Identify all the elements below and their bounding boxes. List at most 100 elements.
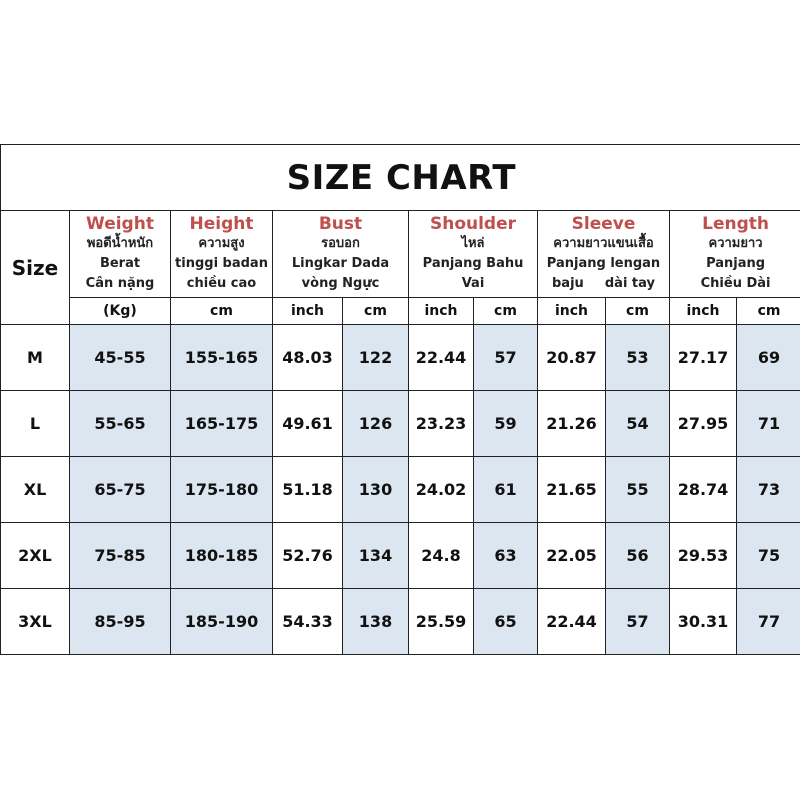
unit-label: cm (605, 297, 670, 325)
table-cell: 54.33 (272, 588, 343, 655)
table-cell: 51.18 (272, 456, 343, 523)
header-translation: chiều cao (186, 276, 257, 291)
size-label: XL (0, 456, 70, 523)
table-cell: 69 (735, 324, 800, 391)
table-cell: 53 (605, 324, 670, 391)
header-translation: tinggi badan (175, 256, 268, 271)
table-cell: 57 (473, 324, 538, 391)
table-cell: 165-175 (170, 390, 273, 457)
table-cell: 25.59 (408, 588, 474, 655)
size-label: 2XL (0, 522, 70, 589)
header-translation: Panjang Bahu (422, 256, 524, 271)
header-translation: Chiều Dài (700, 276, 771, 291)
header-translation: Cân nặng (85, 276, 155, 291)
table-cell: 45-55 (69, 324, 171, 391)
table-cell: 55-65 (69, 390, 171, 457)
header-translation: Panjang (706, 256, 766, 271)
table-cell: 57 (605, 588, 670, 655)
table-cell: 138 (342, 588, 409, 655)
table-row: XL 65-75 175-180 51.18 130 24.02 61 21.65 55 28.7… (0, 456, 800, 523)
header-label: Bust (318, 214, 363, 234)
table-cell: 22.05 (537, 522, 606, 589)
table-cell: 21.26 (537, 390, 606, 457)
table-row: 2XL 75-85 180-185 52.76 134 24.8 63 22.05 56 29.5… (0, 522, 800, 589)
header-bust: Bust รอบอก Lingkar Dada vòng Ngực (272, 210, 409, 298)
table-cell: 27.17 (669, 324, 737, 391)
table-row: 3XL 85-95 185-190 54.33 138 25.59 65 22.44 57 30.… (0, 588, 800, 655)
unit-label: inch (408, 297, 474, 325)
size-label: 3XL (0, 588, 70, 655)
unit-label: cm (735, 297, 800, 325)
header-translation: Panjang lengan (546, 256, 661, 271)
unit-label: cm (170, 297, 273, 325)
table-cell: 65 (473, 588, 538, 655)
header-translation: vòng Ngực (301, 276, 380, 291)
header-shoulder: Shoulder ไหล่ Panjang Bahu Vai (408, 210, 538, 298)
table-cell: 52.76 (272, 522, 343, 589)
header-label: Shoulder (429, 214, 517, 234)
header-translation: Lingkar Dada (291, 256, 390, 271)
table-cell: 20.87 (537, 324, 606, 391)
unit-label: inch (272, 297, 343, 325)
table-cell: 27.95 (669, 390, 737, 457)
table-cell: 71 (735, 390, 800, 457)
table-cell: 30.31 (669, 588, 737, 655)
size-header: Size (0, 210, 70, 325)
table-cell: 134 (342, 522, 409, 589)
table-cell: 63 (473, 522, 538, 589)
table-cell: 56 (605, 522, 670, 589)
unit-label: cm (342, 297, 409, 325)
header-label: Height (189, 214, 254, 234)
table-cell: 22.44 (408, 324, 474, 391)
header-translation: baju (552, 276, 584, 291)
header-translation: ไหล่ (461, 236, 485, 251)
table-cell: 126 (342, 390, 409, 457)
table-cell: 55 (605, 456, 670, 523)
table-cell: 65-75 (69, 456, 171, 523)
unit-label: (Kg) (69, 297, 171, 325)
size-label: L (0, 390, 70, 457)
header-label: Length (702, 214, 769, 234)
table-cell: 48.03 (272, 324, 343, 391)
table-cell: 54 (605, 390, 670, 457)
table-cell: 24.02 (408, 456, 474, 523)
chart-title: SIZE CHART (0, 144, 800, 211)
header-translation: พอดีน้ำหนัก (86, 236, 154, 251)
unit-label: cm (473, 297, 538, 325)
header-length: Length ความยาว Panjang Chiều Dài (668, 210, 800, 298)
table-cell: 185-190 (170, 588, 273, 655)
table-cell: 175-180 (170, 456, 273, 523)
header-translation: dài tay (604, 276, 655, 291)
table-cell: 85-95 (69, 588, 171, 655)
size-chart-table: SIZE CHART Size Weight พอดีน้ำหนัก Berat Câ… (0, 144, 800, 655)
table-cell: 77 (735, 588, 800, 655)
header-translation: ความยาวแขนเสื้อ (553, 236, 654, 251)
table-cell: 75 (735, 522, 800, 589)
table-cell: 180-185 (170, 522, 273, 589)
unit-label: inch (537, 297, 606, 325)
header-translation: Berat (99, 256, 141, 271)
table-cell: 28.74 (669, 456, 737, 523)
unit-label: inch (669, 297, 737, 325)
header-height: Height ความสูง tinggi badan chiều cao (170, 210, 273, 298)
table-cell: 130 (342, 456, 409, 523)
table-cell: 24.8 (408, 522, 474, 589)
table-cell: 73 (735, 456, 800, 523)
header-translation: Vai (461, 276, 485, 291)
table-cell: 59 (473, 390, 538, 457)
header-weight: Weight พอดีน้ำหนัก Berat Cân nặng (69, 210, 171, 298)
table-cell: 122 (342, 324, 409, 391)
table-cell: 21.65 (537, 456, 606, 523)
table-cell: 61 (473, 456, 538, 523)
table-cell: 22.44 (537, 588, 606, 655)
header-translation: ความสูง (198, 236, 245, 251)
table-cell: 49.61 (272, 390, 343, 457)
table-row: L 55-65 165-175 49.61 126 23.23 59 21.26 54 27.95… (0, 390, 800, 457)
header-translation: ความยาว (708, 236, 763, 251)
header-sleeve: Sleeve ความยาวแขนเสื้อ Panjang lengan baju d… (537, 210, 670, 298)
table-cell: 155-165 (170, 324, 273, 391)
header-translation: รอบอก (321, 236, 360, 251)
table-cell: 29.53 (669, 522, 737, 589)
table-row: M 45-55 155-165 48.03 122 22.44 57 20.87 53 27.17… (0, 324, 800, 391)
table-cell: 23.23 (408, 390, 474, 457)
